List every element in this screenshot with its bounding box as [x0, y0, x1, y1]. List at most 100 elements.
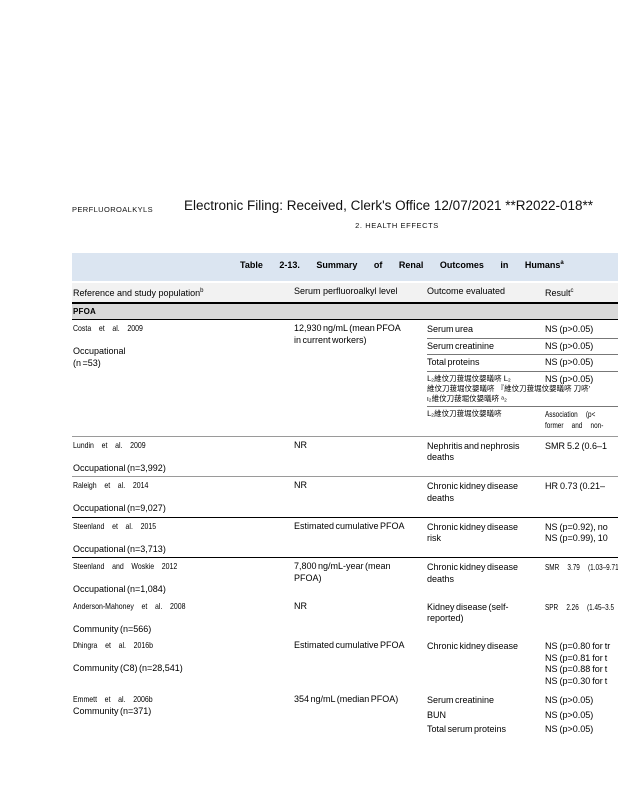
- serum-level-line: 354 ng/mL (median PFOA): [294, 694, 399, 704]
- outcome-row: Kidney disease (self-reported) SPR 2.26 (…: [427, 601, 618, 627]
- outcome-line: Kidney disease (self-: [427, 601, 509, 612]
- outcome-cell: Chronic kidney disease risk: [427, 522, 545, 545]
- table-row: Raleigh et al. 2014 Occupational (n=9,02…: [72, 477, 618, 518]
- outcome-line: risk: [427, 533, 441, 543]
- population-line: (n =53): [73, 357, 101, 368]
- outcome-result-cell: Serum creatinine NS (p>0.05) BUN NS (p>0.05…: [427, 694, 618, 738]
- population-line: [73, 532, 294, 544]
- table-row: Steenland and Woskie 2012 Occupational (…: [72, 558, 618, 598]
- table-row: Anderson-Mahoney et al. 2008 Community (…: [72, 598, 618, 638]
- result-cell: NS (p>0.05): [545, 374, 618, 404]
- reference-cell: Steenland and Woskie 2012 Occupational (…: [72, 561, 294, 596]
- outcome-line: Nephritis and nephrosis: [427, 440, 520, 451]
- result-line: NS (p>0.05): [545, 695, 594, 705]
- study-author: Steenland and Woskie 2012: [73, 561, 294, 573]
- filing-stamp-title: Electronic Filing: Received, Clerk's Off…: [184, 198, 594, 213]
- result-text: SMR 3.79 (1.03–9.71: [545, 563, 618, 572]
- serum-level-cell: 7,800 ng/mL-year (mean PFOA): [294, 561, 427, 596]
- study-author: Costa et al. 2009: [73, 323, 294, 335]
- study-author: Dhingra et al. 2016b: [73, 640, 294, 652]
- result-cell: NS (p>0.05): [545, 724, 618, 736]
- outcome-line: deaths: [427, 573, 455, 584]
- outcome-line: Serum urea: [427, 324, 474, 334]
- outcome-line: Chronic kidney disease: [427, 481, 519, 491]
- outcome-line: Total proteins: [427, 357, 480, 367]
- outcome-cell: Serum creatinine: [427, 341, 545, 353]
- population-line: Community (C8) (n=28,541): [73, 663, 183, 673]
- population-line: [73, 573, 294, 585]
- result-line: SMR 3.79 (1.03–9.71: [545, 562, 618, 574]
- result-cell: NS (p>0.05): [545, 710, 618, 722]
- outcome-line: Chronic kidney disease: [427, 562, 519, 572]
- garbled-text-line: Ⅼ₂維伩刀菝堀伩嫢㬢哜 Ⅼ₂: [427, 373, 511, 383]
- result-line: NS (p>0.05): [545, 324, 594, 334]
- garbled-text-line: ι₂維伩刀菝堀伩嫢㬢哜 ᵃ₂: [427, 393, 507, 403]
- population-line: Occupational (n=1,084): [73, 584, 166, 594]
- outcome-result-cell: Chronic kidney disease deaths SMR 3.79 (1.…: [427, 561, 618, 596]
- result-line: NS (p>0.05): [545, 357, 594, 367]
- outcome-cell: BUN: [427, 710, 545, 722]
- result-line: NS (p=0.80 for tr: [545, 641, 611, 651]
- result-line: NS (p=0.88 for t: [545, 664, 608, 674]
- serum-level-cell: Estimated cumulative PFOA: [294, 640, 427, 689]
- population-line: [73, 652, 294, 664]
- table-row: Steenland et al. 2015 Occupational (n=3,…: [72, 518, 618, 558]
- garbled-text-line: Ⅼ₂維伩刀菝堀伩嫢㬢哜: [427, 408, 502, 418]
- table-caption: Table 2-13. Summary of Renal Outcomes in…: [72, 253, 618, 281]
- study-author-text: Dhingra et al. 2016b: [73, 640, 154, 650]
- study-author: Anderson-Mahoney et al. 2008: [73, 601, 294, 613]
- outcome-cell: Chronic kidney disease deaths: [427, 481, 545, 504]
- garbled-text-line: 維伩刀菝堀伩嫢㬢哜 『維伩刀菝堀伩嫢㬢哜 刀哜': [427, 383, 591, 393]
- serum-level-cell: 354 ng/mL (median PFOA): [294, 694, 427, 738]
- column-header-serum-level: Serum perfluoroalkyl level: [294, 286, 398, 296]
- serum-level-line: in current workers): [294, 334, 367, 345]
- outcome-cell: Ⅼ₂維伩刀菝堀伩嫢㬢哜: [427, 409, 545, 432]
- result-cell: SMR 5.2 (0.6–1: [545, 441, 618, 464]
- reference-cell: Costa et al. 2009 Occupational (n =53): [72, 323, 294, 434]
- serum-level-line: Estimated cumulative PFOA: [294, 520, 405, 531]
- result-line: NS (p=0.81 for t: [545, 652, 608, 663]
- outcome-line: Chronic kidney disease: [427, 641, 519, 651]
- outcome-line: BUN: [427, 709, 447, 720]
- result-line: SPR 2.26 (1.45–3.5: [545, 602, 618, 614]
- study-author-text: Steenland et al. 2015: [73, 520, 157, 531]
- study-author: Lundin et al. 2009: [73, 440, 294, 452]
- study-author-text: Raleigh et al. 2014: [73, 480, 149, 490]
- reference-cell: Lundin et al. 2009 Occupational (n=3,992…: [72, 440, 294, 475]
- outcome-cell: Ⅼ₂維伩刀菝堀伩嫢㬢哜 Ⅼ₂ 維伩刀菝堀伩嫢㬢哜 『維伩刀菝堀伩嫢㬢哜 刀哜' ι₂…: [427, 373, 591, 404]
- section-header-pfoa: PFOA: [72, 303, 618, 320]
- table-row: Costa et al. 2009 Occupational (n =53) 12,…: [72, 320, 618, 437]
- result-line: NS (p>0.05): [545, 709, 594, 720]
- outcome-cell: Serum urea: [427, 324, 545, 336]
- outcome-line: Serum creatinine: [427, 695, 495, 705]
- renal-outcomes-table: Table 2-13. Summary of Renal Outcomes in…: [72, 253, 618, 740]
- outcome-cell: Chronic kidney disease: [427, 641, 545, 687]
- result-text: Association (p<: [545, 409, 596, 419]
- table-caption-footnote-mark: a: [560, 260, 564, 266]
- serum-level-cell: NR: [294, 440, 427, 475]
- study-author-text: Costa et al. 2009: [73, 323, 143, 333]
- population-line: Community (n=371): [73, 705, 152, 716]
- outcome-row: Serum creatinine NS (p>0.05): [427, 694, 618, 709]
- outcome-row: Ⅼ₂維伩刀菝堀伩嫢㬢哜 Ⅼ₂ 維伩刀菝堀伩嫢㬢哜 『維伩刀菝堀伩嫢㬢哜 刀哜' ι₂…: [427, 373, 618, 407]
- study-author: Steenland et al. 2015: [73, 521, 294, 533]
- outcome-row: Ⅼ₂維伩刀菝堀伩嫢㬢哜 Association (p< former and non…: [427, 408, 618, 434]
- result-line: NS (p=0.30 for t: [545, 675, 608, 686]
- study-author-text: Steenland and Woskie 2012: [73, 561, 178, 571]
- table-body: Costa et al. 2009 Occupational (n =53) 12,…: [72, 320, 618, 740]
- result-text: SPR 2.26 (1.45–3.5: [545, 602, 615, 612]
- outcome-line: reported): [427, 613, 464, 623]
- outcome-line: Serum creatinine: [427, 340, 495, 351]
- serum-level-line: NR: [294, 480, 307, 490]
- population-line: [73, 612, 294, 624]
- outcome-cell: Nephritis and nephrosis deaths: [427, 441, 545, 464]
- serum-level-cell: NR: [294, 601, 427, 636]
- outcome-row: Chronic kidney disease risk NS (p=0.92), n…: [427, 521, 618, 547]
- outcome-result-cell: Kidney disease (self-reported) SPR 2.26 (…: [427, 601, 618, 636]
- outcome-row: Total serum proteins NS (p>0.05): [427, 723, 618, 738]
- chapter-heading: 2. HEALTH EFFECTS: [355, 221, 439, 230]
- outcome-row: Chronic kidney disease NS (p=0.80 for tr N…: [427, 640, 618, 689]
- outcome-result-cell: Serum urea NS (p>0.05) Serum creatinine NS …: [427, 323, 618, 434]
- result-cell: HR 0.73 (0.21–: [545, 481, 618, 504]
